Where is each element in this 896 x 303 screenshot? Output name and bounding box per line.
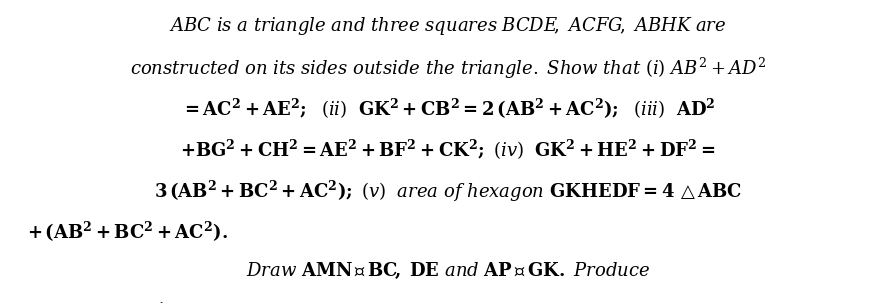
Text: $\mathbf{+\,(AB^2 + BC^2 + AC^2).}$: $\mathbf{+\,(AB^2 + BC^2 + AC^2).}$ (27, 220, 228, 244)
Text: $\mathbf{\mathit{constructed\ on\ its\ sides\ outside\ the\ triangle.\ Show\ tha: $\mathbf{\mathit{constructed\ on\ its\ s… (130, 56, 766, 81)
Text: $\mathbf{+ BG^2 + CH^2 = AE^2 + BF^2 + CK^2;}\ \mathbf{\mathit{(iv)}}\ \ \mathbf: $\mathbf{+ BG^2 + CH^2 = AE^2 + BF^2 + C… (180, 138, 716, 162)
Text: $\mathbf{\mathit{ABC\ is\ a\ triangle\ and\ three\ squares\ BCDE\!,\ ACFG\!,\ AB: $\mathbf{\mathit{ABC\ is\ a\ triangle\ a… (169, 15, 727, 37)
Text: $\mathbf{PA}\ \mathbf{\mathit{and\ draw}}\ \mathbf{\dot{C}Q\!,}\ \mathbf{BR\ \pe: $\mathbf{PA}\ \mathbf{\mathit{and\ draw}… (27, 301, 297, 303)
Text: $\mathbf{\mathit{Draw}}\ \mathbf{AMN \perp BC\!,}\ \mathbf{DE}\ \mathbf{\mathit{: $\mathbf{\mathit{Draw}}\ \mathbf{AMN \pe… (246, 261, 650, 281)
Text: $\mathbf{3\,(AB^2 + BC^2 + AC^2);}\ \mathbf{\mathit{(v)}}\ \ \mathbf{\mathit{are: $\mathbf{3\,(AB^2 + BC^2 + AC^2);}\ \mat… (154, 179, 742, 204)
Text: $\mathbf{= AC^2 + AE^2;}\ \ \mathbf{\mathit{(ii)}}\ \ \mathbf{GK^2 + CB^2 = 2\,(: $\mathbf{= AC^2 + AE^2;}\ \ \mathbf{\mat… (181, 97, 715, 121)
